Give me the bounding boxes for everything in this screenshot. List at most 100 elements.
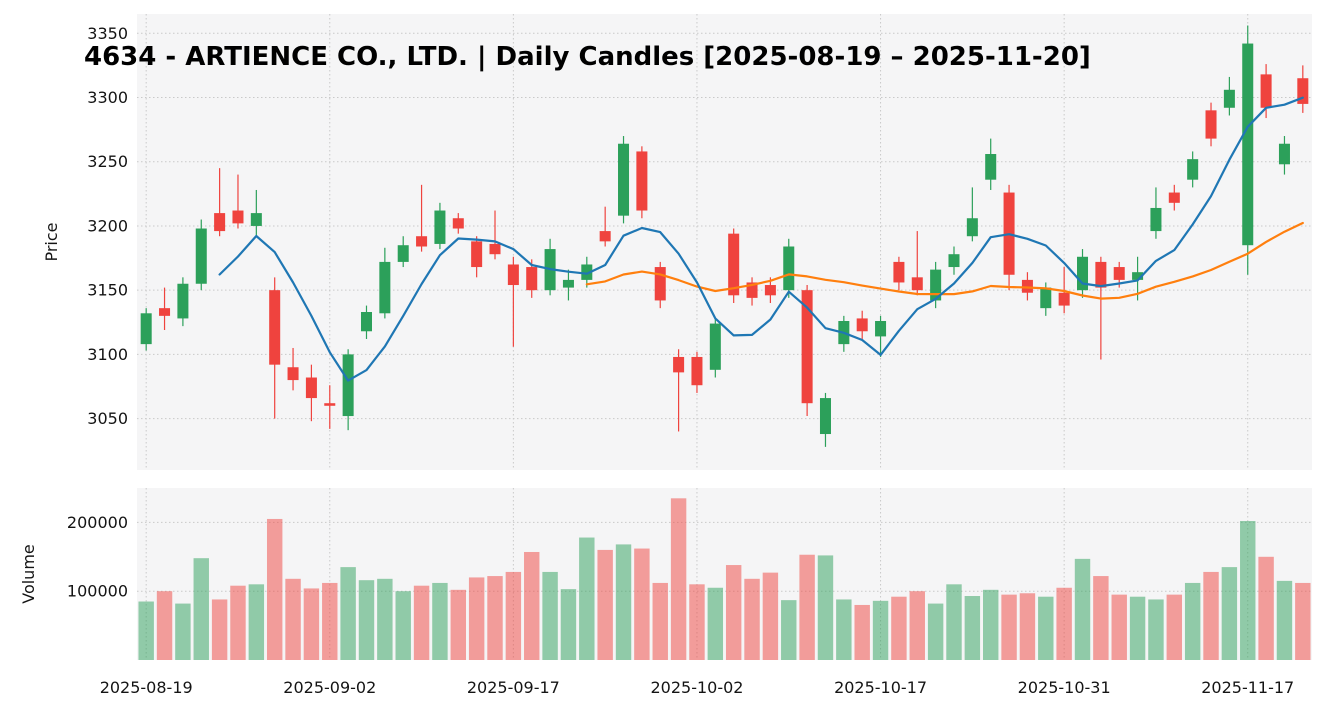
chart-render-root: 3050 3100 3150 3200 3250 3300 3350 100000 200000… (67, 14, 1312, 697)
volume-bar (266, 518, 283, 660)
candle-body (1095, 261, 1107, 288)
volume-bar (1074, 558, 1091, 660)
candle-body (1297, 78, 1309, 104)
volume-bar (1056, 587, 1072, 660)
volume-tick-label: 100000 (67, 582, 128, 601)
candle-body (287, 367, 299, 381)
volume-bar (670, 498, 687, 660)
ma-slow-line (585, 221, 1304, 300)
volume-bar (579, 537, 595, 660)
volume-bar (597, 549, 613, 660)
volume-bar (524, 551, 540, 660)
volume-bar (909, 591, 925, 660)
volume-bar (854, 604, 870, 660)
price-tick-label: 3150 (87, 281, 128, 300)
volume-bar (872, 600, 889, 660)
candle-body (360, 312, 372, 332)
candle-body (673, 356, 685, 373)
volume-bar (322, 582, 338, 660)
volume-bar (303, 588, 320, 660)
candle-body (985, 154, 997, 180)
volume-bar (230, 585, 246, 660)
candle-body (1260, 74, 1272, 108)
candle-body (562, 279, 574, 288)
volume-bar (946, 584, 962, 660)
price-axis-label: Price (42, 222, 61, 261)
volume-bar (707, 587, 724, 660)
candle-body (856, 318, 868, 332)
candle-body (618, 143, 630, 216)
candle-body (397, 245, 409, 262)
candle-body (746, 282, 758, 298)
price-tick-label: 3050 (87, 409, 128, 428)
candle-body (1278, 143, 1290, 165)
candle-body (691, 356, 703, 386)
candle-body (1223, 89, 1235, 108)
price-panel (137, 14, 1312, 470)
volume-bar (615, 544, 632, 660)
date-tick-label: 2025-09-17 (467, 678, 560, 697)
candle-body (159, 308, 171, 316)
candle-body (783, 246, 795, 291)
volume-bar (1038, 596, 1054, 660)
volume-bar (487, 576, 503, 660)
volume-bar (744, 578, 760, 660)
volume-bar (983, 589, 999, 660)
volume-bar (1019, 593, 1036, 660)
volume-bar (468, 577, 485, 660)
volume-bar (1148, 599, 1164, 660)
candle-body (581, 264, 593, 280)
candle-body (305, 377, 317, 399)
date-tick-label: 2025-08-19 (100, 678, 193, 697)
candle-body (269, 290, 281, 365)
volume-bar (413, 585, 430, 660)
price-tick-label: 3100 (87, 345, 128, 364)
ma-fast-line (218, 96, 1304, 382)
volume-bar (652, 582, 668, 660)
candle-body (379, 261, 391, 314)
price-tick-label: 3250 (87, 152, 128, 171)
date-tick-label: 2025-11-17 (1201, 678, 1294, 697)
candle-body (1205, 110, 1217, 139)
volume-bar (248, 584, 265, 660)
candle-body (948, 254, 960, 268)
volume-bar (836, 599, 852, 660)
date-tick-label: 2025-10-31 (1018, 678, 1111, 697)
volume-bar (358, 580, 375, 660)
candle-body (452, 218, 464, 229)
volume-bar (781, 600, 797, 660)
volume-bar (138, 601, 154, 660)
volume-bar (450, 589, 466, 660)
candle-body (140, 313, 152, 345)
price-tick-label: 3350 (87, 24, 128, 43)
volume-tick-label: 200000 (67, 513, 128, 532)
candle-body (195, 228, 207, 284)
volume-bar (542, 571, 558, 660)
candle-body (526, 267, 538, 291)
volume-bar (285, 578, 301, 660)
candle-body (1040, 287, 1052, 309)
volume-bar (891, 596, 907, 660)
price-tick-label: 3200 (87, 216, 128, 235)
candle-body (1113, 267, 1125, 280)
candle-body (232, 210, 244, 224)
volume-bar (340, 567, 356, 660)
volume-bar (1221, 567, 1238, 660)
date-tick-label: 2025-09-02 (283, 678, 376, 697)
candle-body (911, 277, 923, 291)
date-tick-label: 2025-10-02 (650, 678, 743, 697)
chart-title: 4634 - ARTIENCE CO., LTD. | Daily Candle… (84, 42, 1091, 72)
volume-bar (395, 591, 411, 660)
volume-bar (799, 554, 815, 660)
date-tick-label: 2025-10-17 (834, 678, 927, 697)
candle-body (930, 269, 942, 301)
volume-bar (1001, 594, 1017, 660)
moving-averages (218, 96, 1304, 382)
volume-bar (1184, 582, 1201, 660)
volume-bar (156, 591, 173, 660)
candle-body (893, 261, 905, 283)
candle-body (416, 236, 428, 247)
candle-body (764, 285, 776, 296)
